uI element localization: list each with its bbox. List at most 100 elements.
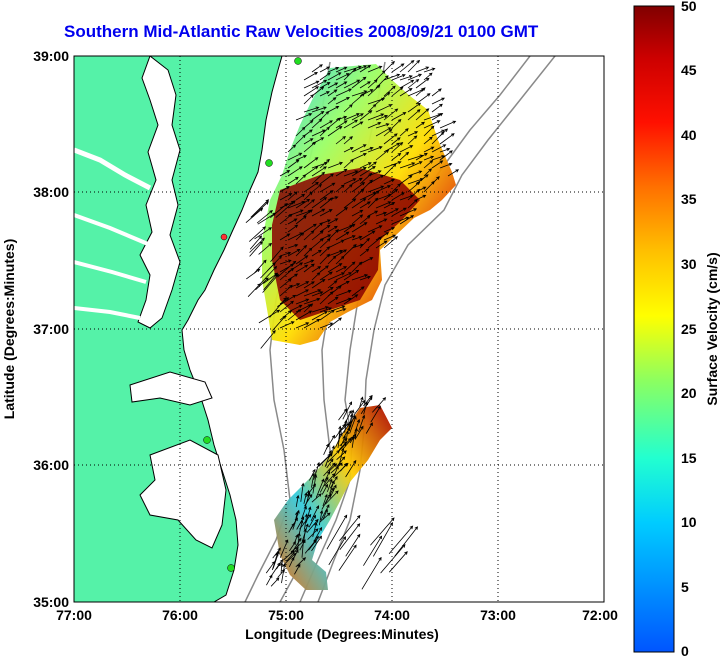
velocity-arrow [383, 208, 399, 217]
velocity-arrow [343, 170, 359, 177]
colorbar-tick-label: 45 [681, 62, 697, 78]
velocity-arrow [372, 397, 387, 413]
velocity-arrow [399, 88, 413, 97]
velocity-arrow [415, 152, 428, 161]
velocity-arrow [327, 89, 338, 97]
graticule [74, 56, 604, 602]
velocity-arrow [351, 167, 367, 177]
velocity-arrow [343, 235, 356, 241]
velocity-arrow [303, 492, 308, 504]
velocity-arrow [375, 127, 392, 137]
velocity-arrow [335, 289, 352, 297]
velocity-arrow [367, 146, 383, 153]
velocity-arrow [367, 170, 382, 177]
y-tick-label: 39:00 [33, 48, 69, 64]
velocity-arrow [327, 72, 342, 81]
velocity-arrow [423, 155, 435, 161]
velocity-arrow [303, 119, 314, 129]
velocity-arrow [336, 456, 346, 467]
velocity-arrow [351, 222, 368, 233]
velocity-arrow [383, 234, 397, 241]
velocity-arrow [383, 108, 399, 121]
velocity-arrow [308, 539, 317, 551]
velocity-arrow [343, 223, 356, 233]
velocity-arrow [287, 191, 298, 201]
velocity-arrow [359, 237, 370, 249]
velocity-arrow [319, 209, 333, 217]
velocity-arrow [399, 208, 418, 217]
velocity-arrow [310, 505, 319, 522]
velocity-arrow [383, 60, 395, 73]
velocity-arrow [407, 109, 421, 121]
velocity-arrow [303, 199, 315, 209]
colorbar-tick-label: 20 [681, 385, 697, 401]
velocity-arrow [359, 166, 376, 177]
velocity-arrow [415, 87, 426, 97]
velocity-arrow [321, 483, 329, 495]
x-tick-label: 75:00 [268, 607, 304, 623]
velocity-arrow [439, 162, 453, 169]
velocity-arrow [301, 505, 307, 520]
velocity-arrow [343, 269, 360, 281]
velocity-arrow [351, 235, 363, 241]
velocity-arrow [311, 64, 323, 73]
velocity-arrow [394, 526, 419, 557]
velocity-arrow [359, 215, 371, 225]
velocity-arrow [303, 86, 320, 97]
velocity-arrow [277, 568, 286, 578]
velocity-arrow [250, 199, 270, 218]
velocity-arrow [311, 197, 328, 209]
velocity-arrow [335, 88, 353, 97]
velocity-arrow [383, 85, 396, 97]
velocity-arrow [335, 168, 348, 177]
y-tick-label: 38:00 [33, 184, 69, 200]
velocity-arrow [275, 200, 296, 218]
velocity-arrow [351, 65, 368, 73]
velocity-arrow [311, 311, 328, 321]
velocity-arrow [263, 272, 278, 291]
velocity-arrow [345, 459, 357, 478]
velocity-arrow [303, 181, 319, 193]
velocity-arrow [319, 476, 329, 493]
velocity-arrow [324, 449, 332, 468]
colorbar-tick-label: 50 [681, 0, 697, 14]
velocity-arrow [359, 65, 372, 73]
velocity-arrow [339, 523, 361, 550]
velocity-arrow [303, 129, 313, 137]
velocity-arrow [311, 208, 326, 217]
velocity-arrow [447, 169, 460, 177]
velocity-arrow [327, 117, 342, 129]
velocity-arrow [319, 91, 330, 97]
velocity-arrow [391, 74, 406, 81]
velocity-arrow [311, 183, 322, 193]
velocity-arrow [279, 539, 289, 558]
velocity-arrow [399, 75, 413, 81]
velocity-arrow [351, 188, 365, 201]
velocity-arrow [289, 541, 297, 552]
velocity-arrow [272, 550, 280, 569]
velocity-arrow [399, 145, 414, 153]
velocity-arrow [303, 247, 313, 257]
velocity-arrow [359, 275, 371, 281]
velocity-arrow [258, 242, 273, 255]
velocity-arrow [327, 218, 339, 225]
velocity-arrow [303, 80, 320, 89]
plot-frame [73, 55, 605, 603]
velocity-arrow [255, 277, 269, 291]
x-tick-label: 72:00 [582, 607, 618, 623]
velocity-arrow [375, 211, 388, 217]
velocity-arrow [431, 144, 447, 153]
velocity-arrow [295, 494, 300, 508]
velocity-arrow [431, 160, 444, 169]
velocity-arrow [399, 151, 410, 161]
velocity-arrow [319, 158, 330, 169]
velocity-arrow [351, 121, 364, 129]
velocity-arrow [287, 176, 299, 185]
velocity-arrow [295, 193, 306, 201]
velocity-arrow [439, 133, 455, 145]
velocity-arrow [270, 203, 288, 219]
velocity-arrow [301, 538, 306, 558]
velocity-arrow [295, 298, 310, 305]
velocity-arrow [367, 65, 383, 73]
velocity-arrow [383, 142, 401, 153]
